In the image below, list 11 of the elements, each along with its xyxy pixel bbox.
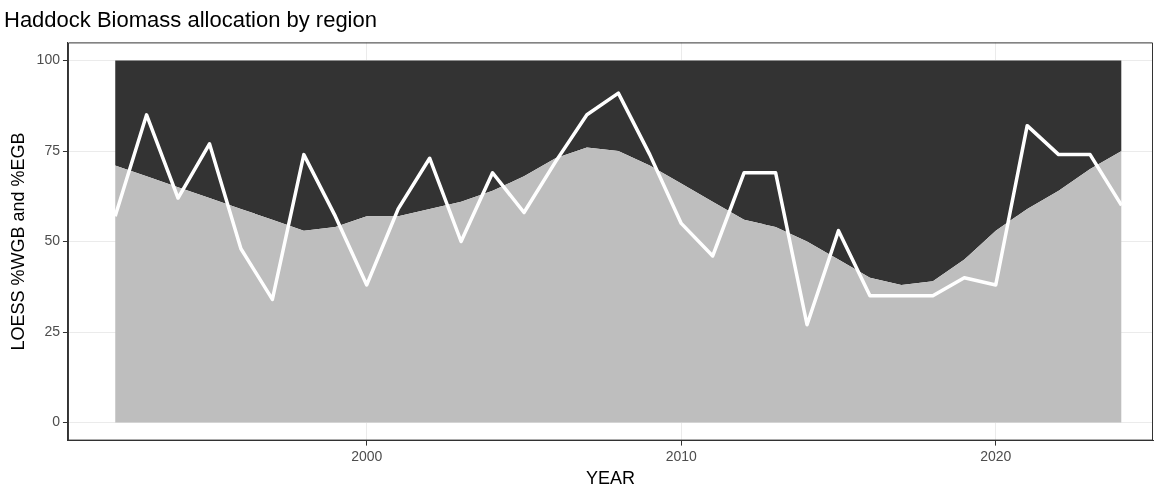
x-axis-title: YEAR	[585, 468, 635, 489]
y-tick-label: 75	[44, 141, 61, 158]
y-tick-label: 50	[44, 232, 61, 249]
y-tick-label: 0	[52, 413, 61, 430]
chart-title: Haddock Biomass allocation by region	[4, 7, 377, 33]
x-tick-label: 2010	[665, 447, 698, 464]
x-tick-label: 2020	[980, 447, 1012, 464]
x-tick-label: 2000	[351, 447, 383, 464]
y-tick-label: 100	[36, 51, 61, 68]
y-tick-label: 25	[44, 322, 61, 339]
y-axis-title: LOESS %WGB and %EGB	[7, 132, 28, 351]
